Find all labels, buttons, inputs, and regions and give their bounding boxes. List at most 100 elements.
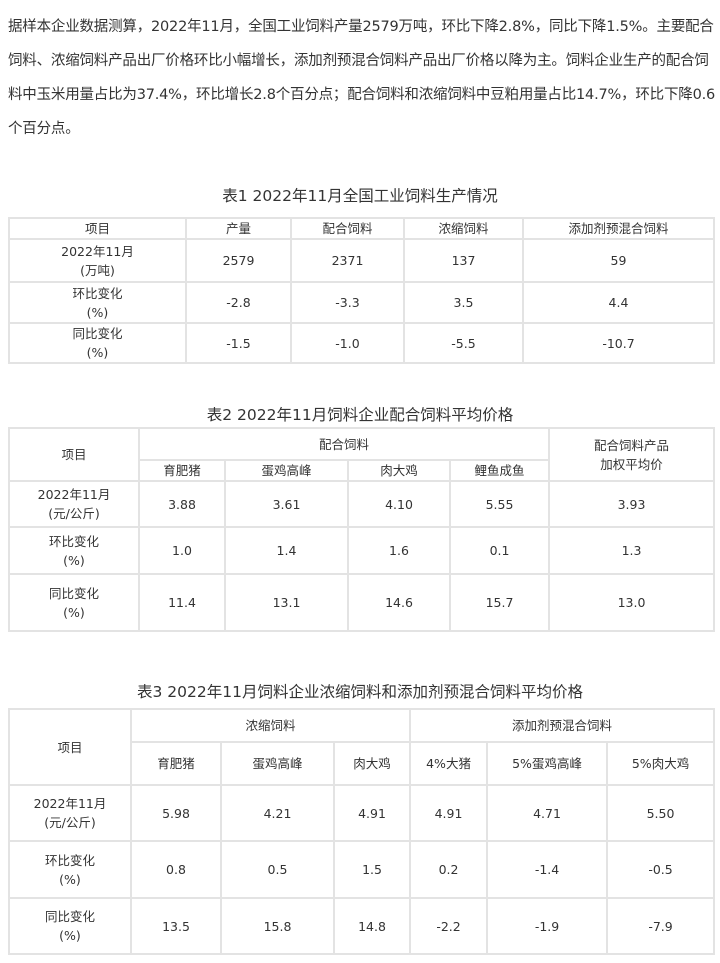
- cell-text: 1.5: [362, 862, 382, 877]
- cell-text: -2.2: [436, 918, 461, 934]
- data-cell: 4.91: [332, 784, 412, 842]
- row-label: 2022年11月 (元/公斤): [8, 480, 140, 528]
- data-cell: 4.4: [522, 281, 715, 324]
- cell-text: (%): [63, 552, 85, 568]
- cell-text: 1.6: [389, 543, 409, 558]
- cell-text: 2022年11月: [33, 796, 107, 811]
- weighted-header: 配合饲料产品 加权平均价: [548, 427, 716, 482]
- header-row: 项目 浓缩饲料 添加剂预混合饲料: [8, 708, 716, 786]
- cell-text: 13.5: [162, 918, 190, 934]
- compound-feed-price-table: 项目 配合饲料 配合饲料产品 加权平均价 育肥猪 蛋鸡高峰 肉大鸡 鲤鱼成鱼 2022年11月(…: [8, 427, 716, 632]
- subheader-row: 育肥猪 蛋鸡高峰 肉大鸡 鲤鱼成鱼: [9, 459, 714, 482]
- table-row: 同比变化 (%) 11.4 13.1 14.6 15.7 13.0: [8, 573, 716, 632]
- concentrate-premix-price-table: 项目 浓缩饲料 添加剂预混合饲料 育肥猪 蛋鸡高峰 肉大鸡 4%大猪 5%蛋鸡高峰 5%肉大鸡 2…: [8, 708, 716, 955]
- data-cell: 1.4: [224, 526, 349, 575]
- column-header: 肉大鸡: [332, 741, 412, 786]
- cell-text: -1.4: [534, 862, 560, 877]
- table-row: 同比变化 (%) 13.5 15.8 14.8 -2.2 -1.9 -7.9: [8, 897, 716, 955]
- cell-text: (%): [86, 304, 109, 320]
- row-label: 环比变化 (%): [8, 281, 187, 324]
- data-cell: 4.21: [220, 784, 335, 842]
- table-row: 同比变化 (%) -1.5 -1.0 -5.5 -10.7: [8, 322, 715, 364]
- row-label: 同比变化 (%): [8, 573, 140, 632]
- cell-text: 0.5: [267, 862, 288, 877]
- group-header: 配合饲料: [137, 427, 551, 461]
- column-header: 4%大猪: [409, 741, 489, 786]
- data-cell: 137: [403, 238, 524, 283]
- header-row: 项目 产量 配合饲料 浓缩饲料 添加剂预混合饲料: [8, 217, 715, 240]
- column-header: 5%肉大鸡: [606, 741, 716, 786]
- column-header: 蛋鸡高峰: [224, 459, 349, 482]
- cell-text: 配合饲料: [322, 221, 373, 236]
- data-cell: 1.3: [548, 526, 716, 575]
- cell-text: 11.4: [168, 595, 196, 610]
- cell-text: 2579: [222, 253, 255, 268]
- data-cell: 14.6: [347, 573, 451, 632]
- cell-text: 3.61: [272, 496, 301, 512]
- data-cell: -2.8: [185, 281, 292, 324]
- cell-text: -2.8: [226, 295, 251, 310]
- cell-text: 15.7: [485, 595, 514, 610]
- table3-title: 表3 2022年11月饲料企业浓缩饲料和添加剂预混合饲料平均价格: [137, 683, 583, 701]
- cell-text: 4.21: [263, 805, 292, 821]
- data-cell: 4.10: [347, 480, 451, 528]
- column-header: 项目: [8, 217, 187, 240]
- column-header: 蛋鸡高峰: [220, 741, 335, 786]
- column-header: 浓缩饲料: [403, 217, 524, 240]
- cell-text: 14.6: [385, 595, 413, 610]
- cell-text: -1.0: [335, 335, 360, 351]
- cell-text: -0.5: [648, 862, 673, 877]
- item-header: 项目: [8, 427, 140, 482]
- cell-text: (元/公斤): [44, 815, 96, 830]
- data-cell: 0.8: [130, 840, 222, 899]
- item-header: 项目: [8, 708, 132, 786]
- row-label: 环比变化 (%): [8, 840, 132, 899]
- data-cell: -0.5: [606, 840, 716, 899]
- cell-text: 添加剂预混合饲料: [568, 221, 669, 236]
- cell-text: 同比变化: [44, 909, 95, 924]
- data-cell: 3.5: [403, 281, 524, 324]
- cell-text: 4.10: [385, 496, 413, 512]
- cell-text: (%): [63, 604, 85, 620]
- row-label: 环比变化 (%): [8, 526, 140, 575]
- column-header: 配合饲料: [290, 217, 405, 240]
- cell-text: 2371: [331, 253, 364, 268]
- cell-text: (元/公斤): [48, 506, 100, 521]
- data-cell: 1.0: [138, 526, 226, 575]
- data-cell: 5.55: [448, 480, 551, 528]
- cell-text: 5%肉大鸡: [631, 756, 690, 771]
- cell-text: -3.3: [335, 295, 360, 310]
- column-header: 鲤鱼成鱼: [448, 459, 551, 482]
- cell-text: 4.71: [533, 805, 561, 821]
- data-cell: 3.88: [138, 480, 226, 528]
- cell-text: 同比变化: [72, 326, 123, 341]
- cell-text: -1.5: [226, 335, 251, 351]
- data-cell: 3.93: [548, 480, 716, 528]
- cell-text: 15.8: [263, 918, 292, 934]
- data-cell: -5.5: [403, 322, 524, 364]
- data-cell: -1.4: [486, 840, 609, 899]
- data-cell: -7.9: [606, 897, 716, 955]
- cell-text: 项目: [61, 447, 87, 462]
- data-cell: 0.2: [409, 840, 489, 899]
- table2-title: 表2 2022年11月饲料企业配合饲料平均价格: [206, 406, 514, 424]
- data-cell: 13.1: [224, 573, 349, 632]
- cell-text: 加权平均价: [600, 456, 663, 472]
- column-header: 产量: [185, 217, 292, 240]
- column-header: 育肥猪: [138, 459, 226, 482]
- data-cell: 11.4: [138, 573, 226, 632]
- data-cell: 0.5: [220, 840, 335, 899]
- cell-text: 0.8: [166, 862, 186, 877]
- cell-text: 1.3: [621, 543, 642, 558]
- cell-text: 蛋鸡高峰: [261, 463, 312, 478]
- table1-title: 表1 2022年11月全国工业饲料生产情况: [222, 187, 498, 205]
- row-label: 2022年11月 (万吨): [8, 238, 187, 283]
- data-cell: 59: [522, 238, 715, 283]
- cell-text: -10.7: [602, 335, 635, 351]
- data-cell: 15.7: [448, 573, 551, 632]
- cell-text: -5.5: [451, 335, 476, 351]
- cell-text: 2022年11月: [37, 487, 111, 502]
- cell-text: 4.91: [434, 805, 463, 821]
- cell-text: 14.8: [358, 918, 386, 934]
- data-cell: 4.71: [486, 784, 609, 842]
